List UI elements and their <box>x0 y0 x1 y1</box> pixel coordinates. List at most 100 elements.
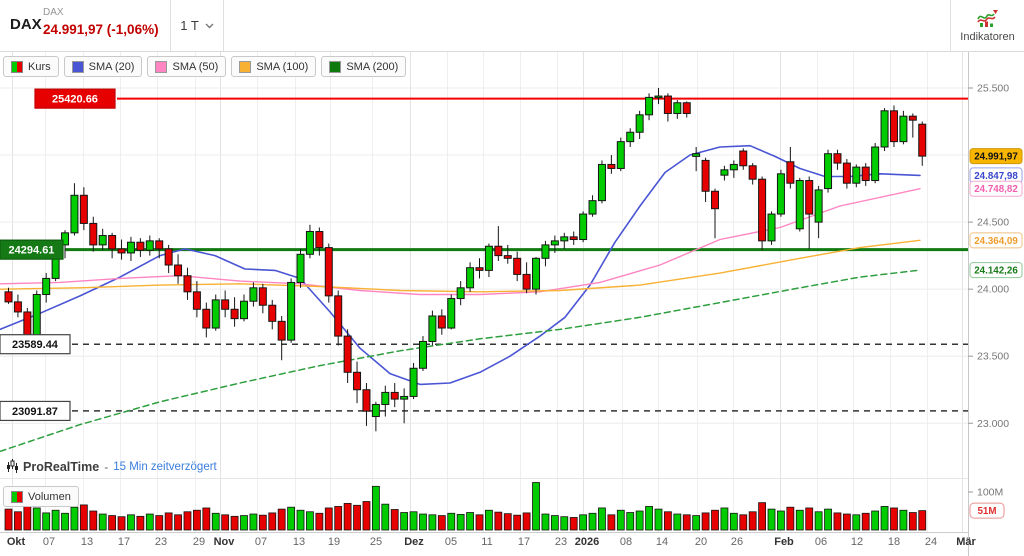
volume-bar <box>494 511 503 531</box>
svg-text:23: 23 <box>555 536 567 548</box>
candle-body <box>174 264 183 277</box>
volume-legend: Volumen <box>3 486 79 507</box>
header-bar: DAX DAX 24.991,97 (-1,06%) 1 T Indikator… <box>0 0 1024 52</box>
timeframe-dropdown[interactable]: 1 T <box>172 0 222 51</box>
candle-body <box>371 403 380 418</box>
volume-bar <box>437 515 446 531</box>
volume-bar <box>682 514 691 531</box>
symbol-title: DAX <box>10 16 42 33</box>
volume-bar <box>513 514 522 531</box>
candle-body <box>183 275 192 293</box>
legend-label: Kurs <box>28 60 51 73</box>
legend-item-sma20[interactable]: SMA (20) <box>63 56 143 77</box>
candle-body <box>61 232 70 246</box>
volume-bar <box>155 515 164 531</box>
candle-body <box>155 240 164 250</box>
candle-body <box>682 102 691 114</box>
volume-bar <box>240 515 248 531</box>
legend-label: SMA (50) <box>172 60 219 73</box>
candle-body <box>833 153 842 164</box>
svg-text:25420.66: 25420.66 <box>52 94 98 106</box>
volumen-swatch-icon <box>11 490 23 503</box>
volume-bar <box>174 514 182 531</box>
svg-text:24: 24 <box>925 536 937 548</box>
axis-badge <box>969 148 1023 165</box>
candle-body <box>899 115 908 143</box>
legend-item-kurs[interactable]: Kurs <box>3 56 59 77</box>
candle-body <box>221 299 230 310</box>
price-level-lines[interactable] <box>65 97 968 412</box>
date-axis[interactable]: Okt 07 13 17 23 29 Nov 07 13 19 25 Dez 05 11 17 23 2026 0… <box>7 536 977 548</box>
candle-body <box>814 189 823 223</box>
candle-body <box>13 301 22 313</box>
svg-text:25.500: 25.500 <box>977 83 1009 95</box>
candle-body <box>560 236 569 242</box>
volume-bar <box>522 512 531 531</box>
volume-bar <box>287 506 296 531</box>
legend-item-volumen[interactable]: Volumen <box>3 486 79 507</box>
svg-text:18: 18 <box>888 536 900 548</box>
candle-body <box>852 166 861 184</box>
svg-text:23: 23 <box>155 536 167 548</box>
svg-text:100M: 100M <box>977 487 1003 499</box>
svg-text:08: 08 <box>620 536 632 548</box>
legend: Kurs SMA (20) SMA (50) SMA (100) SMA (20… <box>3 56 407 77</box>
legend-item-sma200[interactable]: SMA (200) <box>321 56 407 77</box>
candle-body <box>447 298 456 329</box>
chevron-down-icon <box>205 23 214 28</box>
candle-body <box>824 153 833 190</box>
svg-text:20: 20 <box>695 536 707 548</box>
candle-body <box>192 291 201 310</box>
candle-body <box>108 235 117 250</box>
volume-bar <box>381 503 390 531</box>
candle-body <box>362 389 371 412</box>
indicators-label: Indikatoren <box>960 30 1015 43</box>
svg-text:17: 17 <box>518 536 530 548</box>
svg-text:24.364,09: 24.364,09 <box>974 236 1018 247</box>
axis-badge <box>969 180 1023 197</box>
svg-text:24.500: 24.500 <box>977 217 1009 229</box>
candle-body <box>418 340 427 369</box>
candle-body <box>550 240 559 246</box>
candle-body <box>776 173 785 215</box>
indicators-button[interactable]: Indikatoren <box>950 0 1024 51</box>
price-level-labels[interactable]: 25420.66 24294.61 23589.44 23091.87 <box>0 88 116 422</box>
candle-body <box>635 114 644 133</box>
volume-bar <box>550 515 559 531</box>
candle-body <box>211 299 220 329</box>
kurs-swatch-icon <box>11 60 23 73</box>
legend-item-sma100[interactable]: SMA (100) <box>231 56 317 77</box>
volume-bar <box>258 514 267 531</box>
candle-body <box>597 163 606 202</box>
volume-bar <box>635 510 644 531</box>
candle-body <box>795 180 804 230</box>
price-chart-canvas[interactable]: 25420.66 24294.61 23589.44 23091.87 25.500 24… <box>0 51 1024 556</box>
svg-text:13: 13 <box>293 536 305 548</box>
sma20-swatch-icon <box>71 60 84 73</box>
svg-text:Dez: Dez <box>404 536 424 548</box>
legend-item-sma50[interactable]: SMA (50) <box>147 56 227 77</box>
candle-body <box>673 102 682 114</box>
volume-bar <box>767 508 776 531</box>
svg-text:Nov: Nov <box>214 536 236 548</box>
candle-body <box>569 236 578 241</box>
candle-body <box>758 178 767 242</box>
volume-bar <box>475 514 484 531</box>
volume-bar <box>616 509 625 531</box>
candle-body <box>541 244 550 259</box>
candle-body <box>164 248 173 266</box>
volume-bar <box>777 510 785 531</box>
delay-notice-link[interactable]: 15 Min zeitverzögert <box>113 460 217 473</box>
volume-bar <box>786 506 795 531</box>
symbol-subtitle: DAX <box>43 7 64 18</box>
candle-body <box>240 300 248 320</box>
volume-bar <box>579 514 588 531</box>
volume-bar <box>569 517 578 531</box>
price-axis[interactable]: 25.500 24.500 24.000 23.500 23.000 24.991,97 2… <box>968 51 1024 556</box>
volume-bar <box>145 513 154 531</box>
legend-label: Volumen <box>28 490 71 503</box>
volume-bar <box>400 512 409 531</box>
volume-bar <box>588 512 597 531</box>
candle-body <box>626 131 635 143</box>
volume-bar <box>918 510 927 531</box>
